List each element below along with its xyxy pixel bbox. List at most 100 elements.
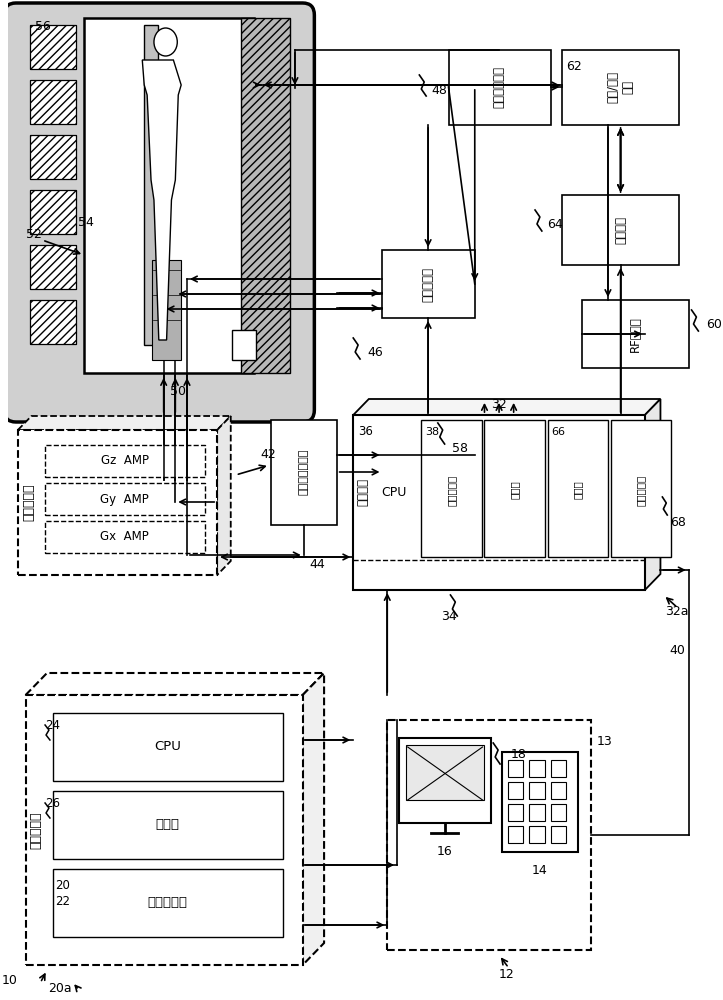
Bar — [30, 135, 76, 179]
Bar — [508, 782, 523, 799]
Bar — [30, 25, 76, 69]
Text: CPU: CPU — [154, 740, 181, 754]
Bar — [30, 300, 76, 344]
Text: 18: 18 — [510, 748, 526, 762]
Bar — [382, 250, 475, 318]
FancyBboxPatch shape — [4, 3, 315, 422]
Bar — [551, 782, 566, 799]
Polygon shape — [303, 673, 324, 965]
Text: 存储器: 存储器 — [155, 818, 179, 832]
Bar — [241, 18, 290, 373]
Text: 48: 48 — [431, 84, 447, 97]
Bar — [18, 430, 217, 575]
Text: 32a: 32a — [665, 605, 689, 618]
Bar — [551, 760, 566, 777]
Text: 52: 52 — [25, 229, 41, 241]
Text: 14: 14 — [532, 864, 548, 877]
Bar — [529, 782, 544, 799]
Polygon shape — [217, 416, 231, 575]
Text: 26: 26 — [45, 797, 60, 810]
Bar — [45, 445, 205, 477]
Bar — [53, 791, 283, 859]
Text: 46: 46 — [368, 347, 384, 360]
Bar — [508, 826, 523, 843]
Bar — [30, 245, 76, 289]
Bar — [30, 80, 76, 124]
Text: 系统控制: 系统控制 — [356, 478, 369, 506]
Text: 预放大器: 预放大器 — [614, 216, 627, 244]
Text: 42: 42 — [260, 448, 275, 461]
Text: 患者定位系统: 患者定位系统 — [492, 66, 505, 108]
Bar — [484, 420, 544, 557]
Text: 阵列处理器: 阵列处理器 — [636, 474, 646, 506]
Bar — [508, 760, 523, 777]
Text: 60: 60 — [706, 318, 722, 330]
Text: 20a: 20a — [48, 982, 72, 995]
Bar — [152, 260, 181, 360]
Text: 13: 13 — [596, 735, 612, 748]
Polygon shape — [645, 399, 660, 590]
Text: 生理获取控制器: 生理获取控制器 — [299, 449, 309, 495]
Bar — [551, 826, 566, 843]
Bar — [548, 420, 608, 557]
Text: 扫描室接口: 扫描室接口 — [422, 266, 435, 302]
Bar — [25, 695, 303, 965]
Bar — [30, 190, 76, 234]
Bar — [30, 80, 76, 124]
Bar — [529, 804, 544, 821]
Bar — [582, 300, 688, 368]
Text: 32: 32 — [491, 398, 507, 411]
Ellipse shape — [154, 28, 177, 56]
Text: 34: 34 — [441, 610, 456, 623]
Text: 38: 38 — [425, 427, 440, 437]
Bar — [30, 190, 76, 234]
Bar — [53, 713, 283, 781]
Text: Gz  AMP: Gz AMP — [100, 454, 149, 468]
Text: RF放大器: RF放大器 — [629, 316, 642, 352]
Bar — [53, 869, 283, 937]
Polygon shape — [18, 416, 231, 430]
Bar — [422, 420, 482, 557]
Text: 12: 12 — [499, 968, 515, 981]
Bar — [241, 18, 290, 373]
Bar — [562, 50, 679, 125]
Polygon shape — [25, 673, 324, 695]
Bar — [388, 720, 591, 950]
Bar — [144, 25, 158, 345]
Text: 20: 20 — [55, 879, 69, 892]
Text: 脉冲发生器: 脉冲发生器 — [446, 474, 456, 506]
Bar — [611, 420, 671, 557]
Text: CPU: CPU — [382, 486, 407, 498]
Text: Gy  AMP: Gy AMP — [100, 492, 149, 506]
Text: Gx  AMP: Gx AMP — [100, 530, 149, 544]
Text: 梯度放大器: 梯度放大器 — [22, 483, 35, 521]
Text: 存储器: 存储器 — [573, 481, 583, 499]
Text: 36: 36 — [358, 425, 373, 438]
Bar — [45, 521, 205, 553]
Bar — [502, 752, 578, 852]
Bar — [508, 804, 523, 821]
Bar — [232, 330, 256, 360]
Text: 16: 16 — [437, 845, 453, 858]
Text: 62: 62 — [566, 60, 582, 73]
Text: 64: 64 — [547, 218, 562, 231]
Text: 56: 56 — [35, 20, 51, 33]
Bar — [30, 245, 76, 289]
Bar — [30, 135, 76, 179]
Text: 68: 68 — [670, 516, 686, 528]
Bar — [84, 18, 254, 373]
Bar — [406, 745, 484, 800]
Text: 24: 24 — [45, 719, 60, 732]
Text: 66: 66 — [552, 427, 565, 437]
Bar — [562, 195, 679, 265]
Text: 计算机系统: 计算机系统 — [30, 811, 43, 849]
Bar — [30, 25, 76, 69]
Bar — [529, 826, 544, 843]
Text: 图像处理器: 图像处理器 — [147, 896, 187, 910]
Bar — [30, 300, 76, 344]
Text: 40: 40 — [669, 644, 685, 656]
Text: 44: 44 — [309, 558, 325, 572]
Polygon shape — [142, 60, 181, 340]
Bar — [399, 738, 492, 823]
Text: 传送/接收
开关: 传送/接收 开关 — [607, 71, 635, 103]
